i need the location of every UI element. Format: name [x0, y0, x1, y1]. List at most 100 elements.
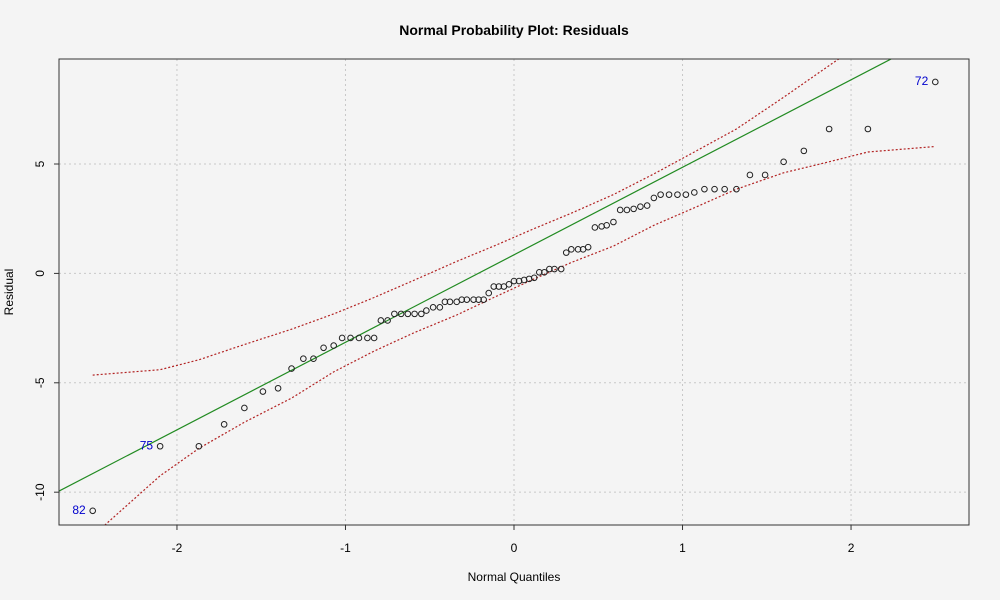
- data-point: [397, 310, 405, 318]
- data-point: [347, 334, 354, 342]
- data-point: [384, 317, 391, 324]
- grid-lines: [59, 59, 969, 525]
- envelope-lower: [104, 145, 936, 525]
- data-point: [480, 296, 487, 303]
- data-point: [637, 203, 644, 210]
- x-axis-label: Normal Quantiles: [468, 570, 561, 584]
- data-point: [485, 289, 493, 297]
- data-point: [241, 404, 248, 412]
- data-point: [288, 365, 295, 372]
- data-point: [643, 202, 651, 209]
- data-point: [825, 125, 833, 133]
- data-point: [377, 317, 385, 324]
- data-point: [567, 246, 575, 253]
- axis-ticks: -2 -1 0 1 2-10-505: [33, 160, 855, 555]
- data-point: [711, 185, 718, 193]
- x-tick-label: 1: [679, 541, 686, 555]
- data-point: [195, 442, 203, 450]
- confidence-envelope: [92, 59, 936, 525]
- envelope-upper: [92, 59, 840, 376]
- data-point: [746, 171, 754, 179]
- point-annotation-label: 82: [72, 503, 86, 517]
- data-point: [562, 249, 570, 256]
- data-point: [411, 310, 418, 318]
- point-annotations: 82 75 72: [72, 74, 928, 517]
- data-point: [674, 191, 681, 198]
- data-point: [391, 310, 398, 318]
- data-point: [541, 269, 548, 276]
- data-point: [800, 147, 808, 155]
- chart-title: Normal Probability Plot: Residuals: [399, 22, 629, 38]
- data-point: [931, 78, 939, 86]
- data-point: [591, 224, 599, 231]
- data-point: [475, 296, 482, 303]
- data-point: [436, 304, 444, 311]
- data-point: [495, 283, 503, 290]
- data-point: [650, 194, 658, 202]
- data-point: [300, 355, 307, 363]
- data-points: [89, 78, 939, 515]
- data-point: [701, 185, 708, 193]
- data-point: [364, 334, 371, 342]
- data-point: [355, 334, 363, 342]
- data-point: [535, 269, 543, 276]
- x-tick-label: -2: [172, 541, 183, 555]
- y-tick-label: 0: [33, 270, 47, 277]
- data-point: [446, 298, 454, 306]
- data-point: [574, 246, 582, 253]
- data-point: [441, 298, 449, 306]
- data-point: [310, 355, 317, 363]
- data-point: [404, 310, 412, 318]
- data-point: [370, 334, 378, 342]
- y-tick-label: -10: [33, 483, 47, 501]
- data-point: [418, 310, 425, 318]
- data-point: [89, 507, 97, 515]
- y-axis-label: Residual: [2, 269, 16, 316]
- data-point: [864, 125, 872, 133]
- data-point: [733, 185, 740, 193]
- data-point: [761, 171, 769, 179]
- y-tick-label: 5: [33, 160, 47, 167]
- data-point: [470, 296, 477, 303]
- data-point: [584, 243, 592, 251]
- data-point: [490, 283, 498, 290]
- data-point: [505, 281, 513, 288]
- data-point: [657, 191, 664, 198]
- data-point: [623, 206, 631, 214]
- data-point: [780, 158, 787, 166]
- data-point: [665, 191, 673, 198]
- data-point: [546, 265, 553, 273]
- data-point: [220, 421, 228, 428]
- data-point: [630, 205, 637, 213]
- x-tick-label: 0: [511, 541, 518, 555]
- data-point: [330, 342, 337, 349]
- point-annotation-label: 75: [140, 438, 154, 452]
- data-point: [691, 189, 698, 196]
- data-point: [338, 334, 346, 342]
- data-point: [557, 265, 565, 273]
- data-point: [259, 388, 267, 395]
- y-tick-label: -5: [33, 377, 47, 388]
- data-point: [423, 307, 430, 314]
- data-point: [616, 206, 624, 214]
- data-point: [320, 344, 327, 352]
- data-point: [156, 442, 164, 450]
- plot-frame: [58, 58, 970, 526]
- data-point: [603, 221, 610, 229]
- data-point: [463, 296, 471, 303]
- reference-line-group: [59, 59, 893, 492]
- x-tick-label: 2: [848, 541, 855, 555]
- data-point: [530, 274, 538, 282]
- data-point: [551, 265, 558, 273]
- reference-line: [59, 59, 893, 492]
- data-point: [721, 185, 728, 193]
- data-point: [510, 277, 518, 285]
- data-point: [610, 218, 617, 226]
- data-point: [429, 304, 437, 311]
- data-point: [458, 296, 466, 303]
- point-annotation-label: 72: [915, 74, 929, 88]
- data-point: [682, 191, 690, 198]
- x-tick-label: -1: [340, 541, 351, 555]
- data-point: [274, 384, 282, 392]
